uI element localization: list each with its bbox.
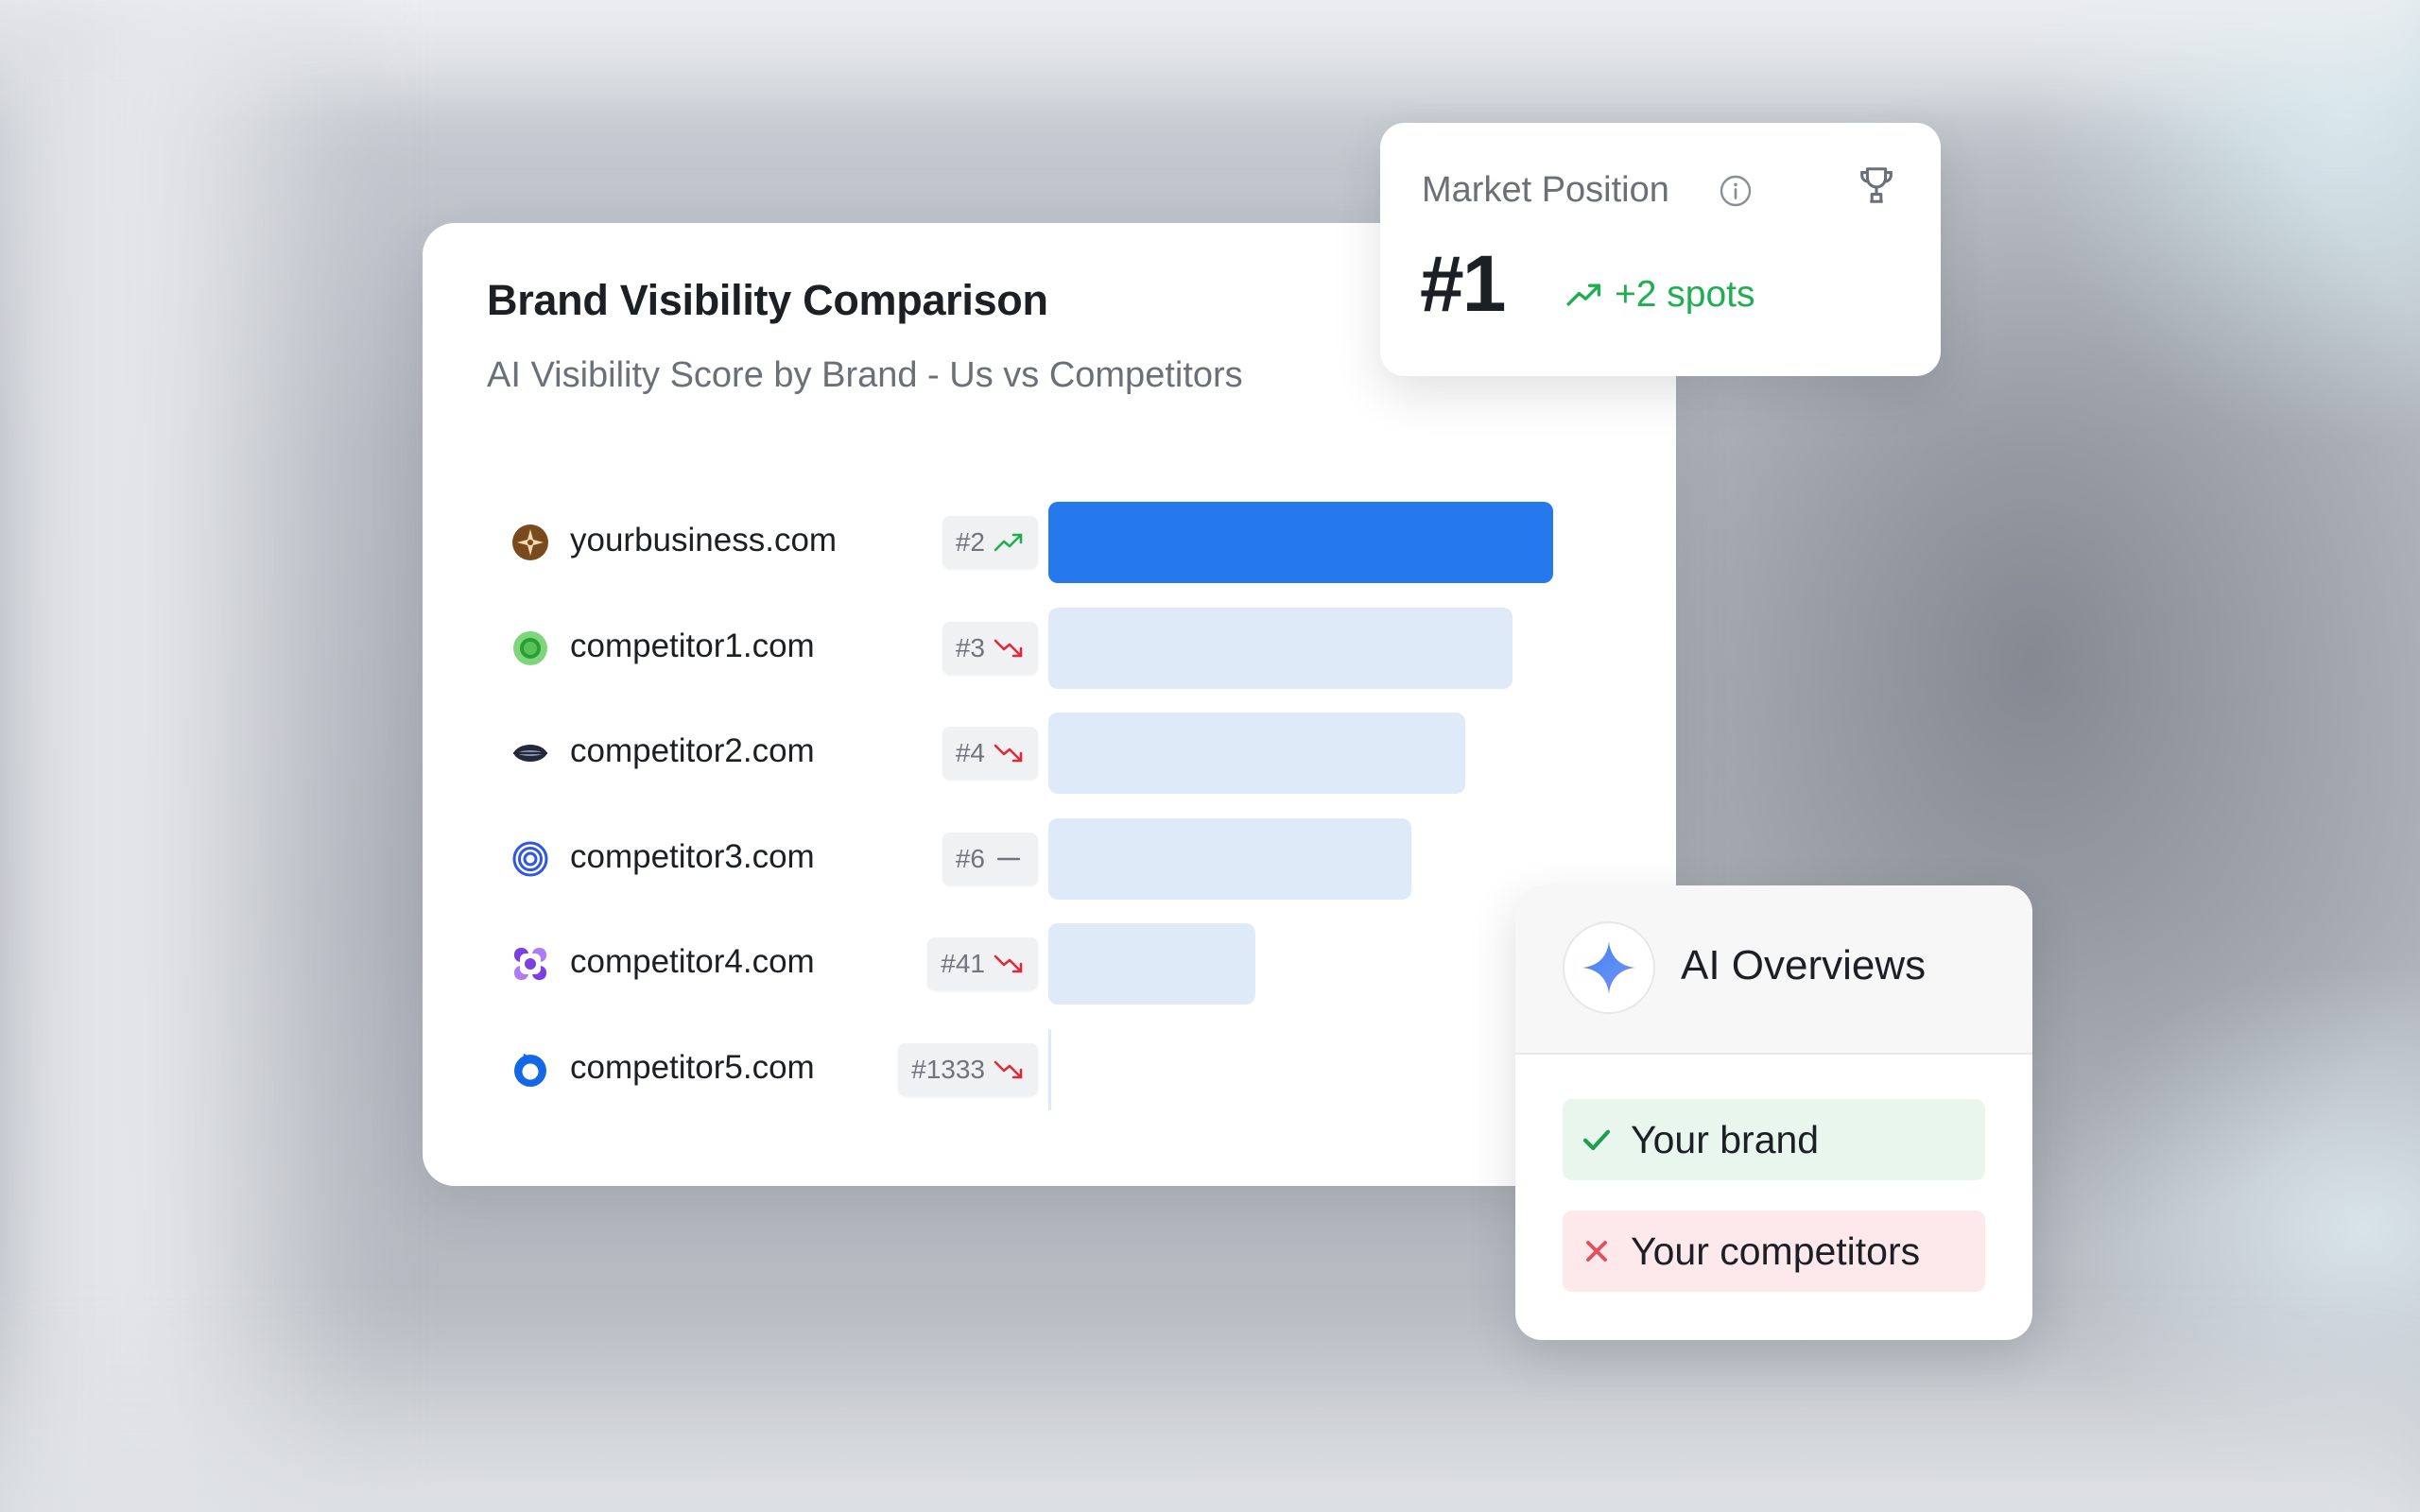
trend-down-icon — [993, 636, 1025, 661]
rank-text: #41 — [941, 949, 985, 978]
ai-overviews-header: AI Overviews — [1515, 885, 2032, 1055]
score-bar — [1048, 1028, 1051, 1110]
ai-overviews-card: AI Overviews Your brand Your competitors — [1515, 885, 2032, 1340]
score-bar — [1048, 713, 1465, 794]
rank-badge: #2 — [942, 516, 1038, 569]
trend-down-icon — [993, 1057, 1025, 1082]
score-bar — [1048, 502, 1553, 583]
brand-row: yourbusiness.com #2 — [423, 501, 1676, 584]
cross-icon — [1586, 1241, 1607, 1262]
rank-badge: #6 — [942, 832, 1038, 885]
score-bar-track — [1048, 1028, 1553, 1110]
purple-flower-icon — [511, 945, 549, 983]
blue-ring-icon — [511, 1051, 549, 1089]
score-bar-track — [1048, 502, 1553, 583]
score-bar-track — [1048, 923, 1553, 1005]
your-brand-item: Your brand — [1563, 1099, 1985, 1180]
rank-text: #1333 — [911, 1054, 985, 1084]
brand-row: competitor1.com #3 — [423, 607, 1676, 690]
market-position-change-text: +2 spots — [1615, 274, 1755, 315]
score-bar-track — [1048, 713, 1553, 794]
info-icon[interactable] — [1719, 174, 1753, 208]
score-bar — [1048, 607, 1512, 689]
dark-lips-icon — [511, 734, 549, 772]
market-position-card: Market Position #1 +2 spots — [1380, 123, 1941, 376]
card-subtitle: AI Visibility Score by Brand - Us vs Com… — [487, 355, 1243, 395]
trend-down-icon — [993, 952, 1025, 976]
trend-flat-icon — [993, 847, 1025, 871]
brand-name: competitor4.com — [570, 943, 815, 980]
brand-row: competitor4.com #41 — [423, 922, 1676, 1005]
trophy-icon — [1860, 167, 1893, 203]
brand-row: competitor2.com #4 — [423, 712, 1676, 795]
your-competitors-label: Your competitors — [1631, 1228, 1921, 1273]
rank-text: #3 — [955, 632, 985, 662]
blurred-background-top — [0, 0, 2420, 132]
blurred-background-left — [0, 0, 359, 1512]
brand-name: competitor5.com — [570, 1048, 815, 1086]
green-chat-bubble-icon — [511, 629, 549, 667]
rank-badge: #41 — [927, 937, 1038, 990]
brand-row: competitor5.com #1333 — [423, 1028, 1676, 1111]
brand-name: competitor1.com — [570, 627, 815, 664]
trend-up-icon — [993, 530, 1025, 555]
rank-text: #6 — [955, 843, 985, 873]
your-brand-label: Your brand — [1631, 1117, 1820, 1161]
check-icon — [1582, 1129, 1611, 1151]
rank-text: #2 — [955, 527, 985, 557]
score-bar — [1048, 923, 1255, 1005]
market-position-value: #1 — [1420, 239, 1506, 328]
score-bar — [1048, 817, 1411, 900]
blurred-background-bottom — [0, 1361, 2420, 1512]
market-position-label: Market Position — [1422, 170, 1669, 210]
brand-row: competitor3.com #6 — [423, 817, 1676, 901]
gemini-sparkle-icon — [1563, 921, 1655, 1014]
compass-star-icon — [511, 524, 549, 561]
blue-spiral-icon — [511, 840, 549, 878]
ai-overviews-title: AI Overviews — [1681, 942, 1927, 988]
trend-up-icon — [1566, 284, 1601, 306]
card-title: Brand Visibility Comparison — [487, 276, 1048, 324]
brand-name: yourbusiness.com — [570, 522, 838, 558]
score-bar-track — [1048, 607, 1553, 689]
brand-visibility-card: Brand Visibility Comparison AI Visibilit… — [423, 223, 1676, 1186]
rank-badge: #1333 — [898, 1042, 1038, 1096]
brand-name: competitor2.com — [570, 732, 815, 769]
market-position-change: +2 spots — [1565, 274, 1755, 316]
rank-text: #4 — [955, 738, 985, 767]
brand-name: competitor3.com — [570, 837, 815, 875]
your-competitors-item: Your competitors — [1563, 1211, 1985, 1292]
trend-down-icon — [993, 741, 1025, 765]
rank-badge: #4 — [942, 727, 1038, 780]
rank-badge: #3 — [942, 621, 1038, 675]
score-bar-track — [1048, 817, 1553, 900]
